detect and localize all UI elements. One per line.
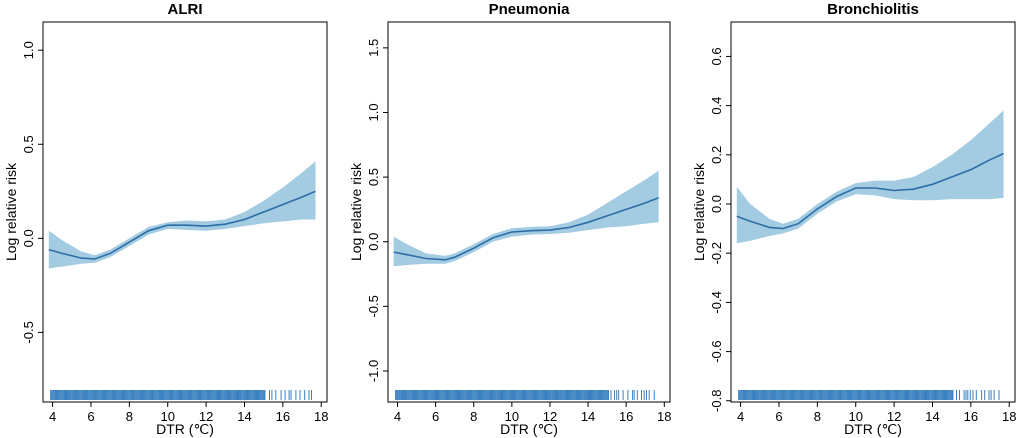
x-tick-label: 6 [432, 409, 439, 424]
rug-marks [738, 390, 1000, 400]
x-tick-label: 16 [276, 409, 290, 424]
confidence-band [48, 161, 316, 269]
confidence-band [736, 110, 1004, 244]
y-tick-label: 0.4 [709, 97, 724, 115]
y-tick-label: -0.8 [709, 390, 724, 412]
x-tick-label: 18 [1002, 409, 1016, 424]
x-tick-label: 14 [925, 409, 939, 424]
y-tick-label: 1.0 [21, 41, 36, 59]
y-tick-label: 0.5 [366, 168, 381, 186]
x-tick-label: 16 [619, 409, 633, 424]
plot-frame [42, 21, 328, 403]
panel-title: Bronchiolitis [827, 1, 919, 18]
x-tick-label: 14 [581, 409, 595, 424]
x-tick-label: 10 [505, 409, 519, 424]
plot-frame [730, 21, 1016, 403]
x-tick-label: 12 [199, 409, 213, 424]
x-tick-label: 6 [87, 409, 94, 424]
x-tick-label: 12 [543, 409, 557, 424]
y-tick-label: 0.6 [709, 47, 724, 65]
x-tick-label: 4 [394, 409, 401, 424]
x-tick-label: 18 [314, 409, 328, 424]
x-tick-label: 4 [737, 409, 744, 424]
y-tick-label: 1.5 [366, 39, 381, 57]
rug-marks [395, 390, 655, 400]
y-tick-label: -1.0 [366, 360, 381, 382]
x-tick-label: 10 [848, 409, 862, 424]
y-tick-label: -0.2 [709, 242, 724, 264]
y-tick-label: 0.0 [366, 233, 381, 251]
y-tick-label: -0.6 [709, 340, 724, 362]
y-tick-label: 0.0 [21, 229, 36, 247]
x-axis-label: DTR (℃) [844, 421, 902, 437]
x-tick-label: 8 [814, 409, 821, 424]
panel-1: ALRI 4 6 8 10 12 14 16 18 -0.5 0.0 0.5 1.0 DTR (℃) Log… [3, 1, 328, 437]
y-tick-label: 0.0 [709, 195, 724, 213]
y-tick-label: -0.5 [21, 321, 36, 343]
estimate-line [736, 152, 1004, 230]
estimate-line [48, 190, 316, 260]
x-tick-label: 12 [887, 409, 901, 424]
panel-3: Bronchiolitis 4 6 8 10 12 14 16 18 -0.8 -0.6 -0.4 -0… [691, 1, 1016, 437]
y-axis-label: Log relative risk [3, 162, 19, 261]
x-tick-label: 4 [49, 409, 56, 424]
panel-title: Pneumonia [489, 1, 571, 18]
x-tick-label: 6 [775, 409, 782, 424]
y-tick-label: 0.2 [709, 146, 724, 164]
y-axis-label: Log relative risk [691, 162, 707, 261]
y-axis-label: Log relative risk [348, 162, 364, 261]
y-tick-label: -0.5 [366, 295, 381, 317]
panel-2: Pneumonia 4 6 8 10 12 14 16 18 -1.0 -0.5 0.0 0.5 1.0 1… [348, 1, 672, 437]
x-tick-label: 18 [657, 409, 671, 424]
x-tick-label: 14 [237, 409, 251, 424]
x-tick-label: 8 [126, 409, 133, 424]
y-tick-label: 0.5 [21, 135, 36, 153]
estimate-line [393, 197, 659, 261]
x-tick-label: 8 [470, 409, 477, 424]
x-axis-label: DTR (℃) [156, 421, 214, 437]
y-tick-label: -0.4 [709, 291, 724, 313]
rug-marks [50, 390, 312, 400]
plot-frame [387, 21, 671, 403]
confidence-band [393, 170, 659, 267]
x-axis-label: DTR (℃) [500, 421, 558, 437]
x-tick-label: 10 [160, 409, 174, 424]
y-tick-label: 1.0 [366, 103, 381, 121]
x-tick-label: 16 [964, 409, 978, 424]
panel-title: ALRI [168, 1, 203, 18]
